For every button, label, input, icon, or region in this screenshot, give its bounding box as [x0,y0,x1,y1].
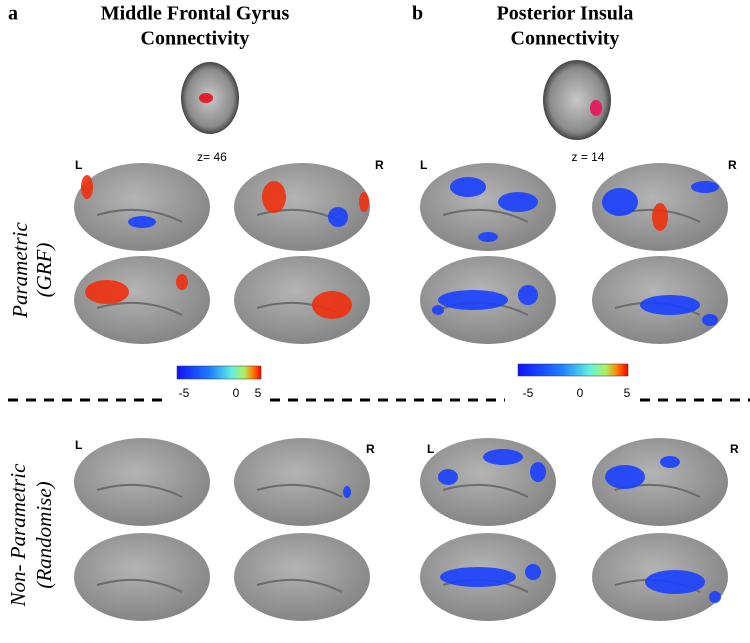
row-label: Parametric [8,222,32,319]
brain [234,438,370,526]
sulcus [96,301,183,316]
colorbar-label: 5 [255,386,262,400]
activation [176,274,188,290]
activation [530,462,546,482]
brain [74,163,210,251]
activation [85,280,129,304]
panel-title: Connectivity [141,28,250,50]
panel-letter: b [412,3,423,25]
hemi-label: R [375,158,384,172]
panel-letter: a [8,3,18,25]
colorbar-label: -5 [523,386,534,400]
axial-slice [543,60,611,140]
hemi-label: R [366,442,375,456]
activation [640,295,700,315]
activation [525,564,541,580]
seed [590,100,602,116]
hemi-label: R [728,158,737,172]
sulcus [96,483,183,498]
colorbar-label: 0 [577,386,584,400]
activation [478,232,498,242]
hemi-label: L [75,158,82,172]
colorbar [517,363,629,377]
row-label: (GRF) [32,243,56,298]
hemi-label: R [730,442,739,456]
activation [498,192,538,212]
activation [128,216,156,228]
sulcus [256,578,343,593]
slice-label: z= 46 [197,150,227,164]
activation [652,203,668,231]
sulcus [96,208,183,223]
hemi-label: L [420,158,427,172]
activation [645,570,705,594]
row-label: Non- Parametric [6,463,30,608]
sulcus [96,578,183,593]
brain-views [74,163,728,621]
activation [483,449,523,465]
sulcus [442,208,529,223]
panel-title: Middle Frontal Gyrus [101,3,290,25]
brain [74,533,210,621]
activation [438,469,458,485]
panel-title: Posterior Insula [497,3,634,25]
row-label: (Randomise) [32,481,56,588]
brain [420,438,556,526]
activation [81,175,93,199]
colorbar-label: 5 [624,386,631,400]
activation [312,291,352,319]
brain [234,533,370,621]
brain [74,256,210,344]
activation [359,192,369,212]
sulcus [442,483,529,498]
seed [199,93,213,103]
activation [605,465,645,489]
colorbar-label: 0 [233,386,240,400]
brain [74,438,210,526]
slice-label: z = 14 [571,150,604,164]
activation [602,188,638,216]
brain [234,163,370,251]
activation [438,290,508,310]
activation [709,591,721,603]
sulcus [256,483,343,498]
activation [702,314,718,326]
activation [518,285,538,305]
activation [660,456,680,468]
hemi-label: L [75,438,82,452]
activation [262,181,286,213]
brain [234,256,370,344]
panel-title: Connectivity [511,28,620,50]
activation [432,305,444,315]
activation [450,177,486,197]
activation [691,181,719,193]
brain [592,438,728,526]
activation [343,486,351,498]
activation [440,567,516,587]
colorbar-label: -5 [179,386,190,400]
hemi-label: L [427,442,434,456]
activation [328,207,348,227]
colorbar [176,365,262,380]
